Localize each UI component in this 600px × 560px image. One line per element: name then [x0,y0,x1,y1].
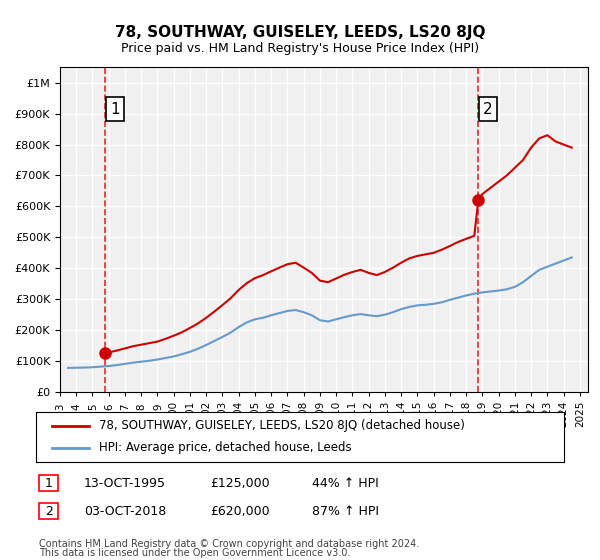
Text: 2: 2 [44,505,53,518]
Text: 03-OCT-2018: 03-OCT-2018 [84,505,166,518]
Text: HPI: Average price, detached house, Leeds: HPI: Average price, detached house, Leed… [100,441,352,454]
Text: 1: 1 [110,101,120,116]
Text: £620,000: £620,000 [210,505,269,518]
Text: 44% ↑ HPI: 44% ↑ HPI [312,477,379,490]
Text: 1: 1 [44,477,53,490]
Text: 78, SOUTHWAY, GUISELEY, LEEDS, LS20 8JQ: 78, SOUTHWAY, GUISELEY, LEEDS, LS20 8JQ [115,25,485,40]
Text: £125,000: £125,000 [210,477,269,490]
Text: 87% ↑ HPI: 87% ↑ HPI [312,505,379,518]
Text: 2: 2 [483,101,493,116]
Text: 78, SOUTHWAY, GUISELEY, LEEDS, LS20 8JQ (detached house): 78, SOUTHWAY, GUISELEY, LEEDS, LS20 8JQ … [100,419,465,432]
Text: Contains HM Land Registry data © Crown copyright and database right 2024.: Contains HM Land Registry data © Crown c… [39,539,419,549]
Text: 13-OCT-1995: 13-OCT-1995 [84,477,166,490]
Text: Price paid vs. HM Land Registry's House Price Index (HPI): Price paid vs. HM Land Registry's House … [121,42,479,55]
Text: This data is licensed under the Open Government Licence v3.0.: This data is licensed under the Open Gov… [39,548,350,558]
